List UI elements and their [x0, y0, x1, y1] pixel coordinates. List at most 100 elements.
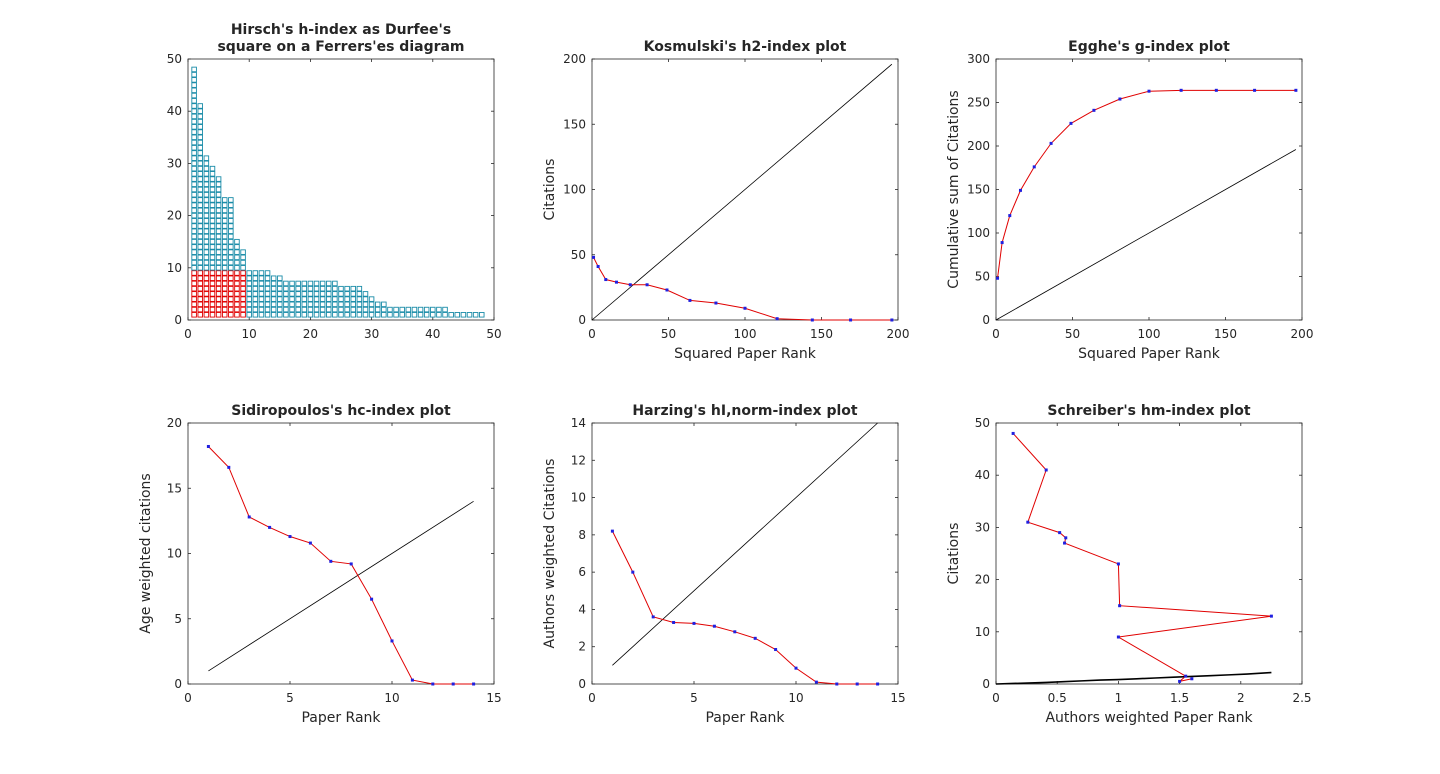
- ferrers-cell: [197, 150, 203, 156]
- ferrers-cell: [264, 291, 271, 297]
- ferrers-cell: [191, 165, 197, 172]
- ferrers-cell: [228, 254, 234, 261]
- durfee-square-cell: [228, 280, 234, 287]
- durfee-square-cell: [215, 275, 222, 281]
- ferrers-cell: [215, 176, 222, 182]
- x-axis-label: Squared Paper Rank: [674, 346, 817, 362]
- data-point: [645, 283, 649, 287]
- ferrers-cell: [344, 301, 350, 308]
- durfee-square-cell: [203, 270, 210, 276]
- chart-title: Kosmulski's h2-index plot: [644, 39, 847, 55]
- data-point: [774, 648, 778, 652]
- ferrers-cell: [264, 280, 271, 287]
- ferrers-cell: [319, 291, 326, 297]
- y-tick-label: 6: [578, 565, 586, 579]
- ferrers-cell: [362, 296, 369, 302]
- y-tick-label: 10: [167, 547, 182, 561]
- ferrers-cell: [191, 233, 197, 240]
- axes-box: [995, 58, 1303, 321]
- ferrers-cell: [252, 285, 259, 292]
- data-point: [1011, 431, 1015, 435]
- ferrers-cell: [399, 306, 405, 313]
- ferrers-cell: [246, 275, 252, 281]
- chart-panel-hm: 0 0.5 1 1.5 2 2.5 0 10 20 30 40 50 Schreiber's hm-in…: [946, 403, 1312, 726]
- series-line: [1012, 433, 1272, 682]
- durfee-square-cell: [215, 296, 222, 302]
- durfee-square-cell: [209, 280, 216, 287]
- x-tick-label: 0: [588, 327, 596, 341]
- ferrers-cell: [191, 103, 197, 109]
- data-point: [810, 318, 814, 322]
- ferrers-cell: [197, 165, 203, 172]
- ferrers-cell: [368, 296, 375, 302]
- y-tick-label: 0: [982, 677, 990, 691]
- ferrers-cell: [460, 312, 467, 318]
- ferrers-cell: [283, 312, 289, 318]
- ferrers-cell: [191, 87, 197, 94]
- y-axis-label: Authors weighted Citations: [542, 459, 558, 649]
- ferrers-cell: [332, 306, 338, 313]
- durfee-square-cell: [215, 301, 222, 308]
- durfee-square-cell: [203, 312, 210, 318]
- ferrers-cell: [277, 291, 283, 297]
- durfee-square-cell: [240, 312, 246, 318]
- ferrers-cell: [252, 306, 259, 313]
- ferrers-cell: [350, 312, 356, 318]
- ferrers-cell: [270, 296, 277, 302]
- data-point: [1116, 562, 1120, 566]
- ferrers-cell: [301, 301, 308, 308]
- ferrers-cell: [197, 186, 203, 193]
- ferrers-cell: [221, 254, 228, 261]
- ferrers-cell: [319, 285, 326, 292]
- ferrers-cell: [197, 191, 203, 198]
- ferrers-cell: [436, 312, 442, 318]
- durfee-square-cell: [197, 280, 203, 287]
- ferrers-cell: [221, 265, 228, 271]
- durfee-square-cell: [191, 296, 197, 302]
- ferrers-cell: [246, 291, 252, 297]
- ferrers-cell: [209, 218, 216, 224]
- durfee-square-cell: [240, 306, 246, 313]
- chart-panel-hc: 0 5 10 15 0 5 10 15 20 Sidiropoulos's hc-index pl…: [138, 403, 502, 726]
- y-tick-label: 10: [975, 625, 990, 639]
- chart-title: square on a Ferrers'es diagram: [217, 39, 464, 55]
- ferrers-cell: [209, 181, 216, 188]
- durfee-square-cell: [209, 306, 216, 313]
- ferrers-cell: [197, 218, 203, 224]
- ferrers-cell: [197, 254, 203, 261]
- ferrers-cell: [356, 306, 363, 313]
- ferrers-cell: [197, 197, 203, 203]
- ferrers-cell: [228, 233, 234, 240]
- ferrers-cell: [301, 312, 308, 318]
- ferrers-cell: [264, 285, 271, 292]
- ferrers-cell: [197, 259, 203, 266]
- ferrers-cell: [270, 301, 277, 308]
- data-point: [712, 624, 716, 628]
- ferrers-cell: [203, 218, 210, 224]
- ferrers-cell: [381, 306, 387, 313]
- durfee-square-cell: [191, 306, 197, 313]
- ferrers-cell: [197, 176, 203, 182]
- ferrers-cell: [326, 312, 332, 318]
- ferrers-cell: [191, 98, 197, 104]
- ferrers-cell: [277, 312, 283, 318]
- ferrers-cell: [203, 202, 210, 208]
- y-tick-label: 300: [967, 52, 990, 66]
- durfee-square-cell: [221, 280, 228, 287]
- data-point: [1116, 635, 1120, 639]
- ferrers-cell: [191, 181, 197, 188]
- ferrers-cell: [277, 301, 283, 308]
- ferrers-cell: [197, 223, 203, 229]
- ferrers-cell: [264, 306, 271, 313]
- ferrers-cell: [258, 291, 265, 297]
- y-tick-label: 8: [578, 528, 586, 542]
- ferrers-cell: [191, 160, 197, 167]
- data-point: [1008, 214, 1012, 218]
- durfee-square-cell: [197, 285, 203, 292]
- data-point: [614, 280, 618, 284]
- ferrers-cell: [191, 171, 197, 177]
- ferrers-cell: [301, 291, 308, 297]
- durfee-square-cell: [197, 306, 203, 313]
- series-line: [208, 446, 474, 685]
- x-tick-label: 5: [690, 691, 698, 705]
